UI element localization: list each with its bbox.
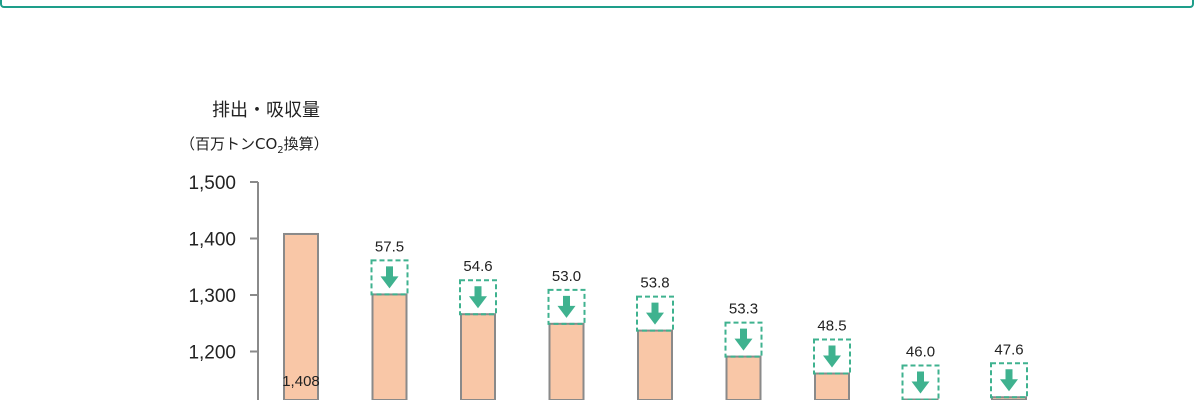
- reduction-value-label: 46.0: [906, 344, 935, 361]
- bar: [460, 313, 496, 400]
- down-arrow-icon: [557, 295, 576, 318]
- reduction-value-label: 53.8: [640, 275, 669, 292]
- bar: [814, 372, 850, 400]
- reduction-box: [990, 362, 1028, 399]
- reduction-box: [636, 295, 674, 332]
- y-tick-label: 1,200: [188, 343, 236, 364]
- y-tick-label: 1,300: [188, 286, 236, 307]
- bar: [548, 322, 585, 400]
- bar: [371, 293, 408, 400]
- bar: [725, 355, 762, 400]
- reduction-value-label: 57.5: [375, 238, 404, 255]
- down-arrow-icon: [911, 371, 930, 394]
- reduction-box: [547, 288, 586, 325]
- down-arrow-icon: [823, 345, 841, 368]
- bar-value-label: 1,408: [282, 373, 320, 390]
- down-arrow-icon: [469, 286, 487, 309]
- y-axis-unit: （百万トンCO2換算）: [180, 135, 329, 156]
- reduction-value-label: 47.6: [994, 341, 1023, 358]
- reduction-box: [459, 279, 497, 316]
- y-tick-label: 1,400: [188, 230, 236, 251]
- down-arrow-icon: [734, 328, 753, 351]
- reduction-box: [370, 259, 409, 296]
- bar: [637, 329, 673, 400]
- y-axis-title: 排出・吸収量: [212, 100, 320, 121]
- bar: [283, 232, 319, 400]
- down-arrow-icon: [1000, 369, 1018, 392]
- reduction-value-label: 48.5: [817, 318, 846, 335]
- reduction-box: [813, 338, 851, 375]
- y-tick-label: 1,500: [188, 173, 236, 194]
- reduction-value-label: 54.6: [463, 258, 492, 275]
- reduction-box: [724, 321, 763, 358]
- down-arrow-icon: [380, 266, 399, 289]
- reduction-value-label: 53.0: [552, 268, 581, 285]
- reduction-value-label: 53.3: [729, 301, 758, 318]
- header-box-frame: [0, 0, 1194, 8]
- down-arrow-icon: [646, 302, 664, 325]
